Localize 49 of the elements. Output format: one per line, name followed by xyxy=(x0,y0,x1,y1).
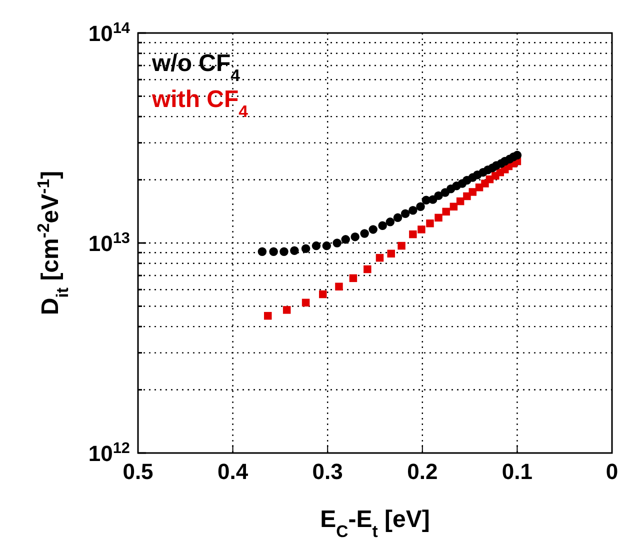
point xyxy=(312,241,321,250)
point xyxy=(349,274,358,282)
point xyxy=(408,206,418,215)
point xyxy=(258,247,267,256)
point xyxy=(290,246,299,255)
point xyxy=(400,209,410,218)
point xyxy=(269,247,278,256)
point xyxy=(512,150,522,160)
point xyxy=(418,226,426,234)
x-tick-label: 0.3 xyxy=(312,459,343,484)
text: w/o CF$_{4}$ xyxy=(151,50,241,84)
point xyxy=(360,229,369,238)
y-tick-label: 10$^{14}$ xyxy=(88,20,130,46)
point xyxy=(341,235,350,244)
point xyxy=(393,213,402,222)
point xyxy=(302,298,310,307)
point xyxy=(456,197,464,206)
x-tick-label: 0.5 xyxy=(122,459,154,484)
text: with CF$_{4}$ xyxy=(151,86,249,120)
y-tick-label: 10$^{13}$ xyxy=(88,230,130,256)
x-tick-label: 0.1 xyxy=(502,459,532,484)
x-tick-label: 0 xyxy=(606,459,618,484)
point xyxy=(426,220,434,228)
point xyxy=(398,242,406,250)
point xyxy=(335,282,343,290)
point xyxy=(442,208,450,216)
point xyxy=(350,232,360,242)
point xyxy=(332,238,342,248)
x-tick-label: 0.4 xyxy=(218,459,249,484)
point xyxy=(264,312,272,320)
point xyxy=(450,202,458,211)
point xyxy=(409,230,417,238)
point xyxy=(364,265,372,274)
point xyxy=(468,188,477,196)
point xyxy=(301,244,310,254)
point xyxy=(282,306,291,314)
point xyxy=(376,254,384,262)
point xyxy=(416,202,425,211)
point xyxy=(378,221,387,230)
point xyxy=(434,191,443,200)
point xyxy=(368,225,378,234)
point xyxy=(386,218,395,226)
x-axis-title: E$_{C}$-E$_{t}$ [eV] xyxy=(320,506,430,540)
point xyxy=(318,290,327,298)
point xyxy=(387,250,395,258)
point xyxy=(280,247,288,256)
point xyxy=(434,214,442,222)
point xyxy=(322,241,332,250)
x-tick-label: 0.2 xyxy=(407,459,438,484)
